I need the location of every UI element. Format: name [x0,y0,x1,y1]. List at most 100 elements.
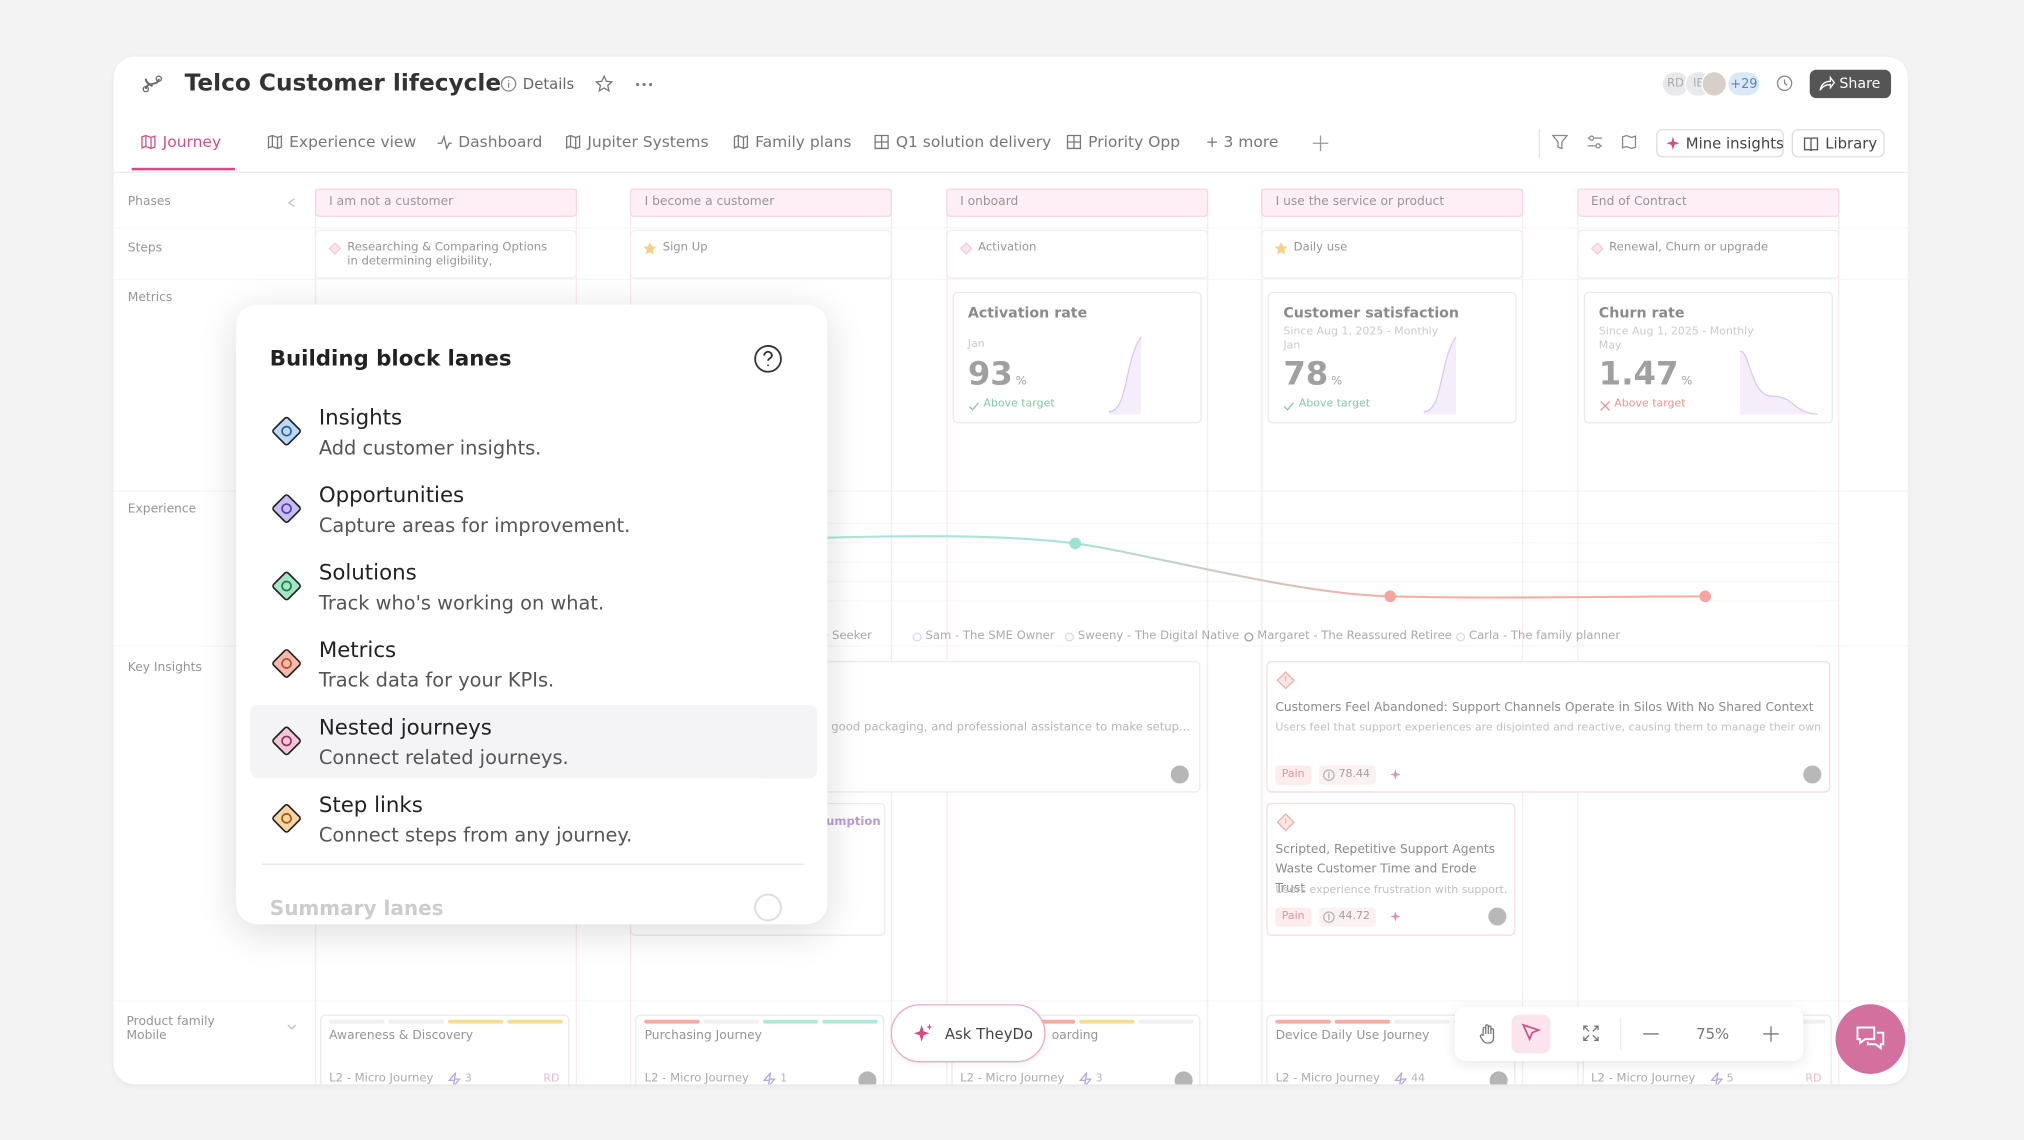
block-description: Capture areas for improvement. [318,514,631,538]
tab[interactable]: Journey [162,133,222,152]
block-icon [272,416,301,446]
help-icon [754,345,782,373]
tab-icon [874,134,889,150]
avatar-photo [1803,765,1822,784]
tab-icon [733,134,749,150]
persona-label: Margaret - The Reassured Retiree [1257,630,1452,644]
popup-divider [262,863,805,865]
history-icon [1776,75,1793,92]
step-label: Renewal, Churn or upgrade [1609,241,1769,255]
progress-segment [329,1019,385,1024]
experience-grid [314,561,1839,563]
metric-card: Activation rate Jan 93% Above target [952,291,1202,424]
sparkle-icon [913,1023,933,1042]
phase-pill: I am not a customer [314,188,577,217]
tab[interactable]: Jupiter Systems [587,133,709,152]
tab[interactable]: Family plans [755,133,852,152]
more-icon [636,82,653,87]
experience-grid [314,580,1839,583]
journey-level: L2 - Micro Journey [960,1072,1065,1085]
library-button[interactable]: Library [1791,129,1885,158]
tab[interactable]: + 3 more [1205,133,1279,152]
ask-button[interactable]: Ask TheyDo [890,1004,1046,1063]
journey-level: L2 - Micro Journey [1591,1072,1696,1085]
share-button[interactable]: Share [1809,69,1892,99]
tab[interactable]: Dashboard [458,133,543,152]
avatar-photo [1488,907,1507,926]
metric-value: 1.47 [1598,354,1679,393]
metric-status: Above target [1298,398,1371,412]
progress-segment [1394,1019,1450,1024]
block-title[interactable]: Step links [318,792,423,818]
block-icon [272,649,301,678]
step-icon [328,242,342,255]
progress-segment [447,1019,504,1024]
block-title[interactable]: Opportunities [318,483,465,508]
lane-label: Key Insights [127,660,202,675]
progress-segment [1334,1019,1391,1024]
opportunity-icon [1394,1072,1408,1085]
progress-segment [1019,1019,1075,1024]
avatar-photo [1701,70,1728,97]
metric-since: Since Aug 1, 2025 - Monthly [1283,325,1439,339]
score-icon [1323,911,1335,923]
lane-label: Phases [127,194,171,209]
block-title[interactable]: Metrics [318,638,397,663]
progress-segment [1275,1019,1332,1024]
lane-label: Experience [127,501,197,517]
step-label: Daily use [1293,241,1348,255]
tab[interactable]: Q1 solution delivery [895,133,1052,152]
journey-title: Device Daily Use Journey [1275,1028,1430,1043]
metric-period: Jan [1283,340,1301,353]
block-icon [272,571,301,601]
block-description: Connect steps from any journey. [318,823,633,848]
zoom-out [1643,1033,1659,1035]
persona-dot [912,632,922,642]
lane-label: Product family [126,1014,215,1029]
progress-segment [507,1019,563,1024]
zoom-toolbar: 75% [1454,1006,1804,1062]
avatar-photo [1170,765,1189,784]
lane-divider [113,490,1908,492]
avatar-photo [1174,1071,1193,1085]
column-border [945,188,1208,1085]
highlight-row[interactable] [250,704,818,779]
experience-grid [314,522,1839,525]
block-title[interactable]: Nested journeys [318,715,492,740]
metric-unit: % [1681,375,1693,389]
block-title[interactable]: Insights [318,405,403,431]
sparkle-icon [1390,911,1401,922]
sparkline [1423,336,1457,415]
insight-card: Scripted, Repetitive Support Agents Wast… [1266,802,1516,936]
metric-value: 93 [967,354,1013,393]
details-button[interactable]: Details [522,74,575,93]
block-title[interactable]: Solutions [318,560,417,586]
settings-icon [1587,135,1602,149]
journey-title: Awareness & Discovery [329,1028,473,1043]
journey-level: L2 - Micro Journey [1275,1072,1380,1085]
step-card: Activation [945,229,1208,279]
add-tab-icon [1312,135,1329,152]
tab[interactable]: Priority Opp [1088,133,1181,152]
mine-insights-button[interactable]: Mine insights [1656,129,1784,158]
mine-insights-label: Mine insights [1685,133,1784,152]
metric-title: Customer satisfaction [1283,304,1460,322]
step-label: Researching & Comparing Options in deter… [347,241,548,269]
opportunity-icon [1709,1072,1723,1085]
progress-segment [822,1019,879,1024]
experience-grid [314,600,1839,602]
journey-title: Purchasing Journey [644,1028,762,1043]
zoom-level: 75% [1696,1024,1730,1043]
tab[interactable]: Experience view [289,133,417,152]
pain-icon [1276,671,1295,690]
block-icon [272,804,301,833]
journey-level: L2 - Micro Journey [329,1072,434,1085]
share-icon [1819,75,1836,91]
block-description: Track data for your KPIs. [318,668,555,693]
persona-label: Carla - The family planner [1468,630,1621,644]
chat-button[interactable] [1835,1004,1906,1074]
opportunity-icon [447,1072,461,1085]
score-icon [1323,769,1335,781]
status-icon [968,402,979,411]
persona-dot [1244,632,1254,642]
